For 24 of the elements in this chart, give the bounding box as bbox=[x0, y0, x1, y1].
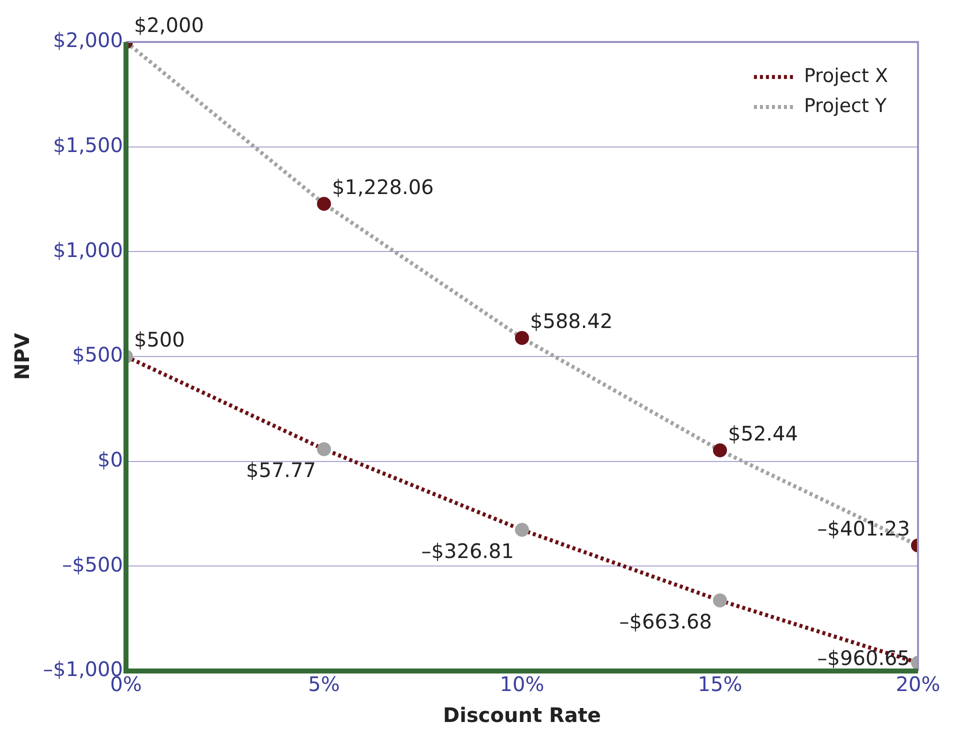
y-axis-title: NPV bbox=[10, 332, 34, 380]
data-label: $500 bbox=[134, 328, 185, 352]
y-tick-label: $2,000 bbox=[52, 28, 123, 52]
data-label: $588.42 bbox=[530, 308, 613, 333]
data-label: –$960.65 bbox=[817, 646, 910, 670]
data-label: $1,228.06 bbox=[332, 174, 434, 199]
y-tick-label: –$500 bbox=[62, 552, 123, 576]
x-tick-label: 20% bbox=[896, 672, 940, 696]
data-label: $52.44 bbox=[728, 421, 798, 446]
y-tick-label: $0 bbox=[98, 448, 123, 472]
x-axis-title: Discount Rate bbox=[443, 703, 601, 728]
data-label: –$663.68 bbox=[619, 609, 712, 634]
y-tick-label: $1,000 bbox=[52, 238, 123, 262]
data-label: $57.77 bbox=[246, 458, 316, 482]
y-tick-label: $1,500 bbox=[52, 133, 123, 158]
y-tick-label: $500 bbox=[72, 342, 123, 367]
data-label: –$401.23 bbox=[817, 516, 910, 540]
legend-label: Project X bbox=[804, 64, 888, 87]
x-tick-label: 5% bbox=[308, 672, 340, 696]
x-tick-label: 10% bbox=[500, 672, 544, 696]
data-label: $2,000 bbox=[134, 13, 204, 37]
legend-label: Project Y bbox=[804, 94, 887, 117]
x-tick-label: 15% bbox=[698, 672, 742, 696]
data-label: –$326.81 bbox=[421, 538, 514, 563]
